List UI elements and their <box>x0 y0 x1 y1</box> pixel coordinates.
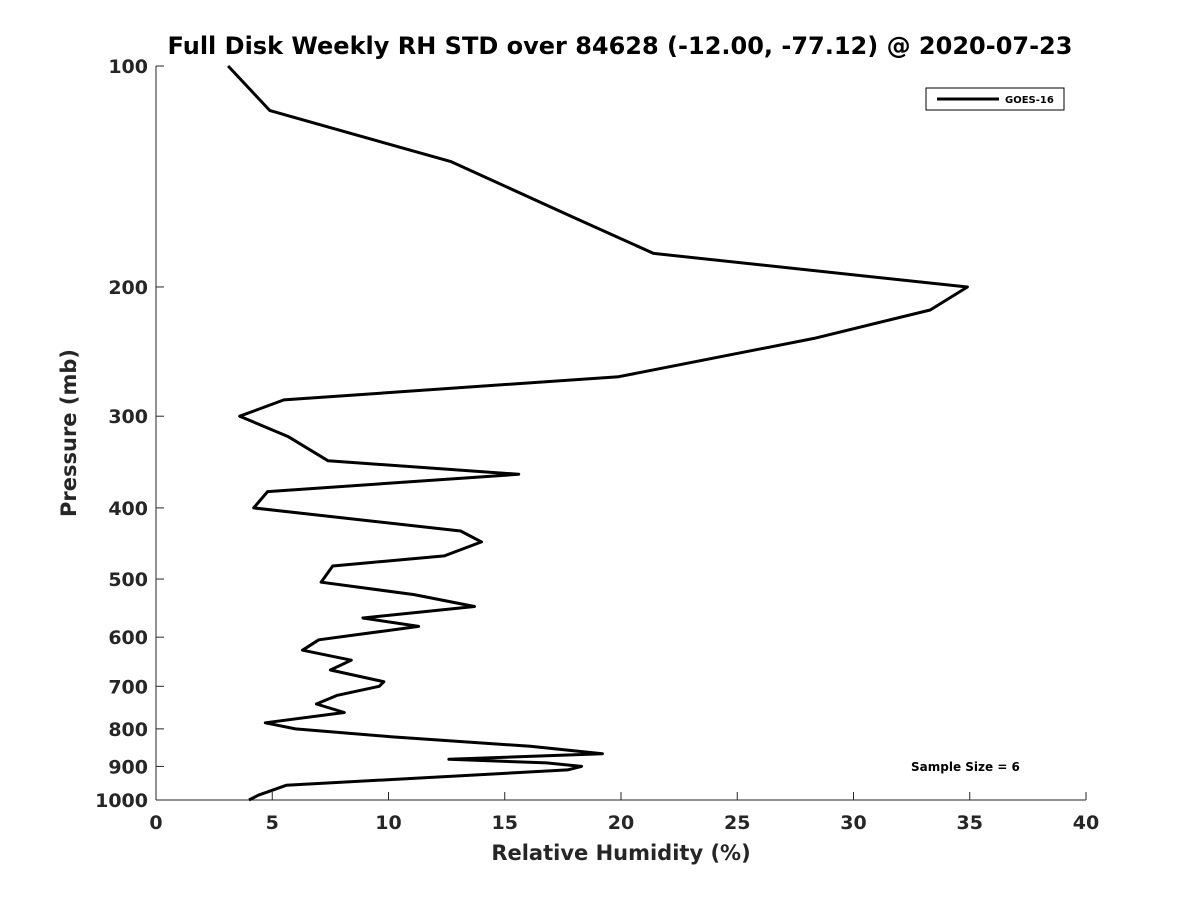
y-tick-label: 400 <box>108 498 148 520</box>
plot-area: 0 5 10 15 20 25 30 35 40 100 200 300 400 500 600 700 80… <box>95 56 1099 834</box>
x-tick-label: 5 <box>266 812 279 834</box>
x-tick-label: 15 <box>492 812 518 834</box>
y-tick-label: 900 <box>108 756 148 778</box>
x-ticks: 0 5 10 15 20 25 30 35 40 <box>149 792 1099 834</box>
y-tick-label: 100 <box>108 56 148 78</box>
x-tick-label: 10 <box>375 812 401 834</box>
y-axis-label: Pressure (mb) <box>57 349 81 517</box>
y-tick-label: 600 <box>108 627 148 649</box>
y-tick-label: 700 <box>108 676 148 698</box>
legend: GOES-16 <box>925 87 1065 111</box>
x-tick-label: 35 <box>957 812 983 834</box>
x-axis-label: Relative Humidity (%) <box>491 841 750 865</box>
y-ticks: 100 200 300 400 500 600 700 800 900 1000 <box>95 56 164 812</box>
y-tick-label: 1000 <box>95 790 148 812</box>
x-tick-label: 0 <box>149 812 162 834</box>
sample-size-annotation: Sample Size = 6 <box>911 760 1020 774</box>
x-tick-label: 30 <box>840 812 866 834</box>
chart-title: Full Disk Weekly RH STD over 84628 (-12.… <box>168 32 1073 60</box>
y-tick-label: 300 <box>108 406 148 428</box>
x-tick-label: 40 <box>1073 812 1099 834</box>
y-tick-label: 800 <box>108 719 148 741</box>
legend-label-goes-16: GOES-16 <box>1005 95 1054 106</box>
y-tick-label: 200 <box>108 277 148 299</box>
x-tick-label: 20 <box>608 812 634 834</box>
series-layer <box>227 64 969 802</box>
y-tick-label: 500 <box>108 569 148 591</box>
series-line-goes-16 <box>227 64 969 802</box>
x-tick-label: 25 <box>724 812 750 834</box>
